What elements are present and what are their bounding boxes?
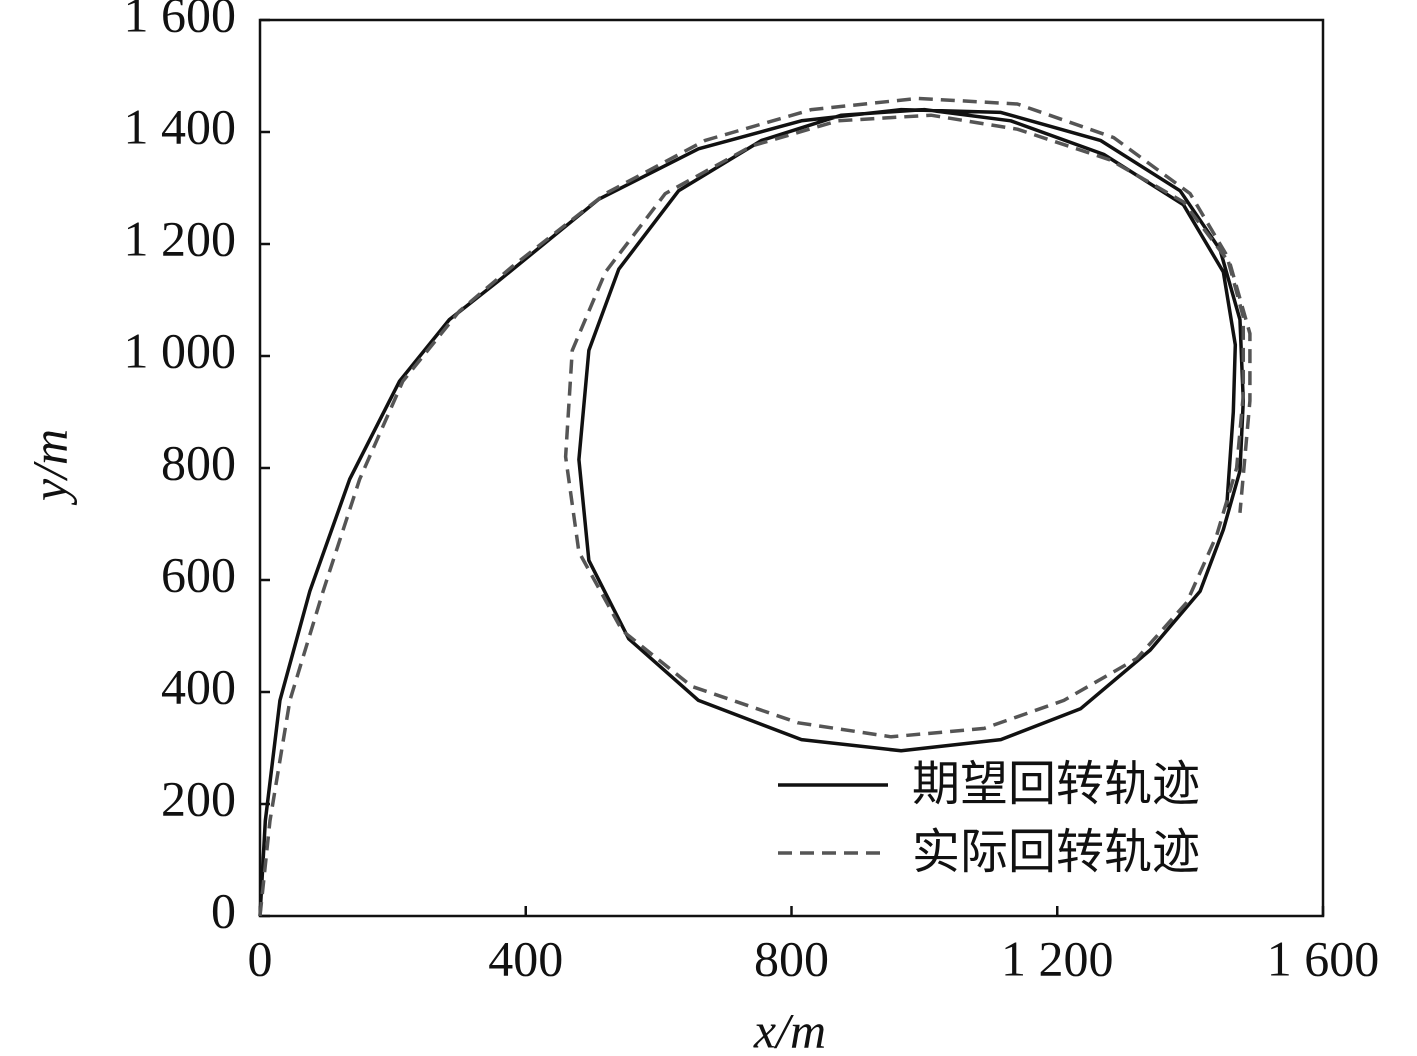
x-tick-label: 0	[248, 930, 273, 986]
y-tick-label: 1 000	[124, 322, 237, 378]
x-tick-label: 1 600	[1267, 930, 1380, 986]
series-line	[258, 96, 1252, 917]
legend-label: 实际回转轨迹	[912, 824, 1200, 880]
x-tick-label: 800	[754, 930, 829, 986]
y-tick-label: 0	[211, 882, 236, 938]
y-tick-label: 600	[161, 546, 236, 602]
legend-label: 期望回转轨迹	[912, 756, 1200, 812]
x-axis-label: x/m	[753, 1002, 826, 1056]
x-tick-label: 400	[488, 930, 563, 986]
y-tick-label: 400	[161, 658, 236, 714]
y-tick-label: 1 600	[124, 0, 237, 42]
x-tick-label: 1 200	[1001, 930, 1114, 986]
y-tick-label: 800	[161, 434, 236, 490]
y-tick-label: 200	[161, 770, 236, 826]
series-line	[258, 107, 1246, 917]
y-tick-label: 1 400	[124, 98, 237, 154]
y-axis-label: y/m	[21, 429, 77, 506]
y-tick-label: 1 200	[124, 210, 237, 266]
